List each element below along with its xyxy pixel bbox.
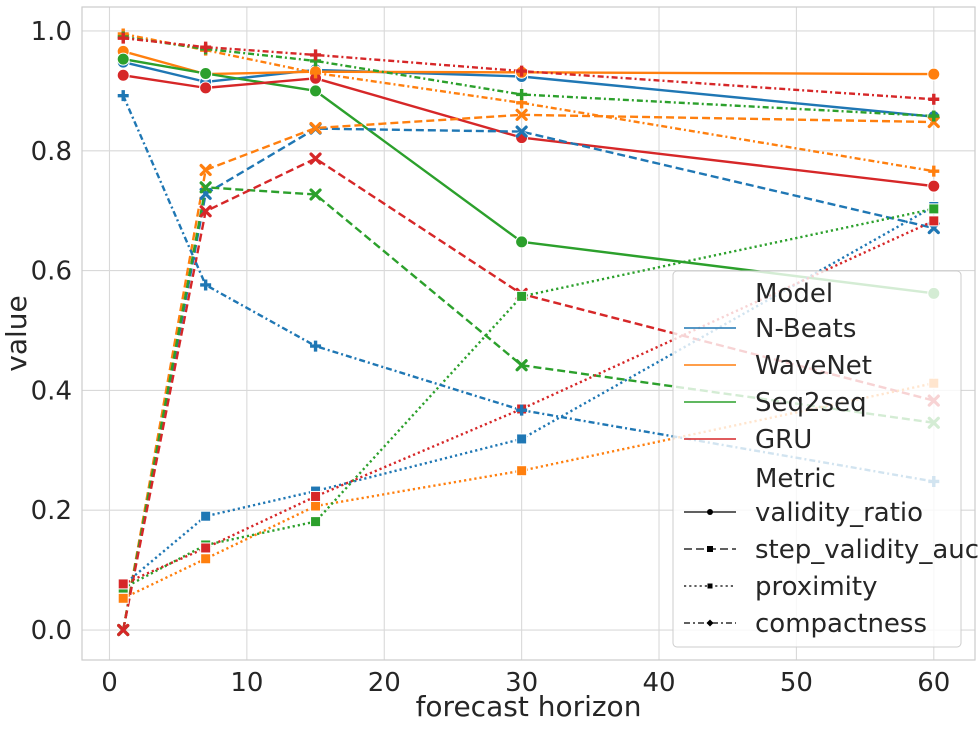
data-point-n-beats-proximity <box>200 510 212 522</box>
data-point-n-beats-compactness <box>200 279 212 291</box>
data-point-gru-proximity <box>200 542 212 554</box>
data-point-wavenet-proximity <box>310 500 322 512</box>
x-tick-label: 20 <box>368 668 401 698</box>
data-point-gru-compactness <box>928 93 940 105</box>
data-point-gru-step-validity-auc <box>199 205 212 218</box>
data-point-gru-proximity <box>928 215 940 227</box>
data-point-n-beats-compactness <box>310 340 322 352</box>
data-point-seq2seq-proximity <box>928 203 940 215</box>
data-point-gru-proximity <box>310 490 322 502</box>
data-point-gru-compactness <box>516 65 528 77</box>
x-axis-label: forecast horizon <box>416 690 642 723</box>
series-line-seq2seq-step-validity-auc <box>122 186 934 631</box>
data-point-n-beats-compactness <box>117 90 129 102</box>
legend-label-seq2seq: Seq2seq <box>755 388 867 418</box>
y-tick-label: 0.4 <box>31 376 72 406</box>
data-point-gru-step-validity-auc <box>117 623 130 637</box>
data-point-gru-proximity <box>117 578 129 590</box>
data-point-gru-step-validity-auc <box>309 152 322 165</box>
x-axis-ticks: 0 10 20 30 40 50 60 <box>101 668 950 698</box>
legend-label-validity-ratio: validity_ratio <box>755 498 923 528</box>
data-point-wavenet-step-validity-auc <box>199 163 212 177</box>
series-line-wavenet-step-validity-auc <box>122 113 934 631</box>
legend-label-gru: GRU <box>755 425 812 455</box>
data-point-gru-validity-ratio <box>927 179 941 193</box>
data-point-wavenet-compactness <box>928 165 940 177</box>
data-point-wavenet-step-validity-auc <box>515 108 528 121</box>
y-axis-label: value <box>0 295 33 371</box>
y-tick-label: 0.8 <box>31 137 72 167</box>
data-point-seq2seq-step-validity-auc <box>309 188 322 201</box>
data-point-seq2seq-validity-ratio <box>515 235 529 249</box>
legend-marker-compactness <box>706 619 714 627</box>
data-point-seq2seq-proximity <box>516 290 528 302</box>
data-point-seq2seq-compactness <box>928 110 940 122</box>
legend-label-compactness: compactness <box>755 609 927 639</box>
data-point-seq2seq-compactness <box>516 88 528 100</box>
legend-box <box>672 270 962 648</box>
x-tick-label: 50 <box>780 668 813 698</box>
data-point-wavenet-compactness <box>310 67 322 79</box>
legend-label-wavenet: WaveNet <box>755 351 872 381</box>
legend-entries: N-Beats WaveNet Seq2seq GRU validity_ratiost… <box>684 314 979 639</box>
series-markers <box>116 28 941 637</box>
legend: Model Metric N-Beats WaveNet Seq2seq GRU val… <box>672 270 979 648</box>
plot-frame <box>81 6 976 661</box>
legend-label-step-validity-auc: step_validity_auc <box>755 535 979 565</box>
data-point-wavenet-step-validity-auc <box>927 115 940 129</box>
data-point-n-beats-compactness <box>516 404 528 416</box>
series-line-seq2seq-proximity <box>122 207 935 590</box>
data-point-gru-compactness <box>200 41 212 53</box>
data-point-seq2seq-step-validity-auc <box>515 359 528 372</box>
data-point-n-beats-proximity <box>516 433 528 445</box>
data-point-seq2seq-proximity <box>310 516 322 528</box>
data-point-seq2seq-validity-ratio <box>309 84 323 98</box>
data-point-seq2seq-step-validity-auc <box>199 181 212 194</box>
data-point-gru-compactness <box>310 49 322 61</box>
y-tick-label: 0.0 <box>31 616 72 646</box>
data-point-gru-validity-ratio <box>116 68 130 82</box>
y-tick-label: 0.2 <box>31 496 72 526</box>
x-tick-label: 30 <box>505 668 538 698</box>
series-line-gru-compactness <box>123 36 934 101</box>
data-point-n-beats-step-validity-auc <box>515 125 528 138</box>
data-point-seq2seq-validity-ratio <box>199 66 213 80</box>
x-tick-label: 60 <box>917 668 950 698</box>
data-point-wavenet-proximity <box>200 553 212 565</box>
legend-label-n-beats: N-Beats <box>755 314 856 344</box>
x-tick-label: 10 <box>230 668 263 698</box>
y-tick-label: 0.6 <box>31 257 72 287</box>
series-line-gru-step-validity-auc <box>122 157 935 631</box>
data-point-wavenet-proximity <box>117 592 129 604</box>
data-point-wavenet-step-validity-auc <box>309 121 322 135</box>
data-point-wavenet-proximity <box>516 465 528 477</box>
legend-marker-validity-ratio <box>707 509 713 515</box>
legend-marker-step-validity-auc <box>707 546 713 552</box>
data-point-seq2seq-validity-ratio <box>116 52 130 66</box>
data-point-wavenet-validity-ratio <box>927 67 941 81</box>
x-tick-label: 40 <box>642 668 675 698</box>
legend-marker-proximity <box>707 583 713 589</box>
data-point-gru-validity-ratio <box>199 81 213 95</box>
legend-metric-title: Metric <box>755 464 836 494</box>
data-point-gru-compactness <box>117 32 129 44</box>
legend-label-proximity: proximity <box>755 572 877 602</box>
legend-model-title: Model <box>755 279 833 309</box>
x-tick-label: 0 <box>101 668 118 698</box>
y-tick-label: 1.0 <box>31 17 72 47</box>
y-axis-ticks: 0.0 0.2 0.4 0.6 0.8 1.0 <box>31 17 72 646</box>
